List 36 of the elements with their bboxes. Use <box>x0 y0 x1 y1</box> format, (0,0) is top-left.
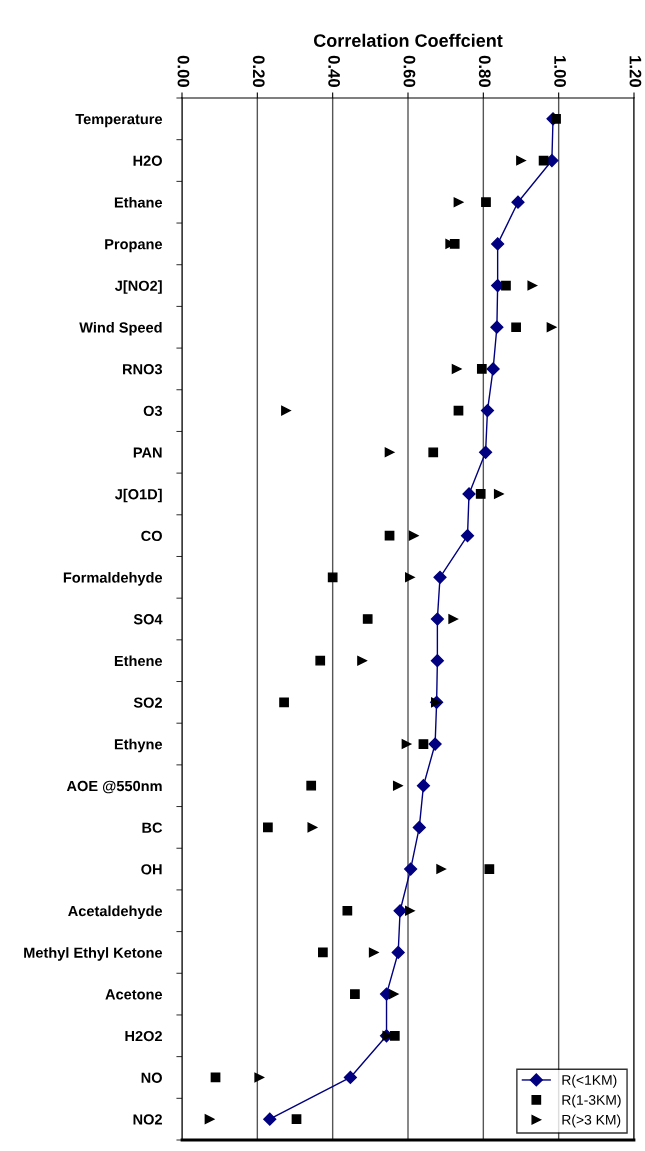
y-tick-label: J[NO2] <box>114 280 162 294</box>
legend-label: R(>3 KM) <box>562 1114 621 1128</box>
y-tick-label: BC <box>142 822 163 833</box>
legend-label: R(1-3KM) <box>562 1094 621 1108</box>
x-tick-label: 0.80 <box>478 55 491 87</box>
y-tick-label: CO <box>141 530 162 542</box>
y-tick-label: Acetaldehyde <box>68 905 163 920</box>
y-tick-label: Temperature <box>75 114 163 128</box>
y-tick-label: Propane <box>105 239 163 253</box>
y-tick-label: Ethyne <box>114 738 163 753</box>
y-tick-label: J[O1D] <box>114 488 162 503</box>
y-tick-label: AOE @550nm <box>66 780 162 794</box>
x-tick-label: 0.40 <box>328 55 340 87</box>
y-tick-label: Acetone <box>105 989 163 1000</box>
x-tick-label: 1.20 <box>629 56 642 87</box>
y-tick-label: NO2 <box>133 1114 162 1125</box>
y-tick-label: OH <box>141 864 162 875</box>
legend-label: R(<1KM) <box>562 1074 617 1088</box>
y-tick-label: O3 <box>143 405 163 417</box>
y-tick-label: RNO3 <box>123 364 163 375</box>
y-tick-label: SO2 <box>133 697 162 708</box>
y-tick-label: Wind Speed <box>79 321 162 336</box>
y-tick-label: Ethane <box>114 196 163 208</box>
y-tick-label: H2O2 <box>125 1030 162 1042</box>
y-tick-label: Formaldehyde <box>63 572 163 586</box>
x-tick-label: 1.00 <box>554 56 566 87</box>
x-axis-title: Correlation Coeffcient <box>313 33 503 47</box>
y-tick-label: H2O <box>133 155 162 166</box>
x-tick-label: 0.00 <box>177 55 190 87</box>
x-tick-label: 0.60 <box>403 55 416 87</box>
x-tick-label: 0.20 <box>252 55 265 87</box>
y-tick-label: Methyl Ethyl Ketone <box>24 947 163 961</box>
y-tick-label: SO4 <box>133 614 163 625</box>
y-tick-label: NO <box>141 1072 162 1083</box>
y-tick-label: PAN <box>133 447 162 458</box>
y-tick-label: Ethene <box>114 655 163 667</box>
